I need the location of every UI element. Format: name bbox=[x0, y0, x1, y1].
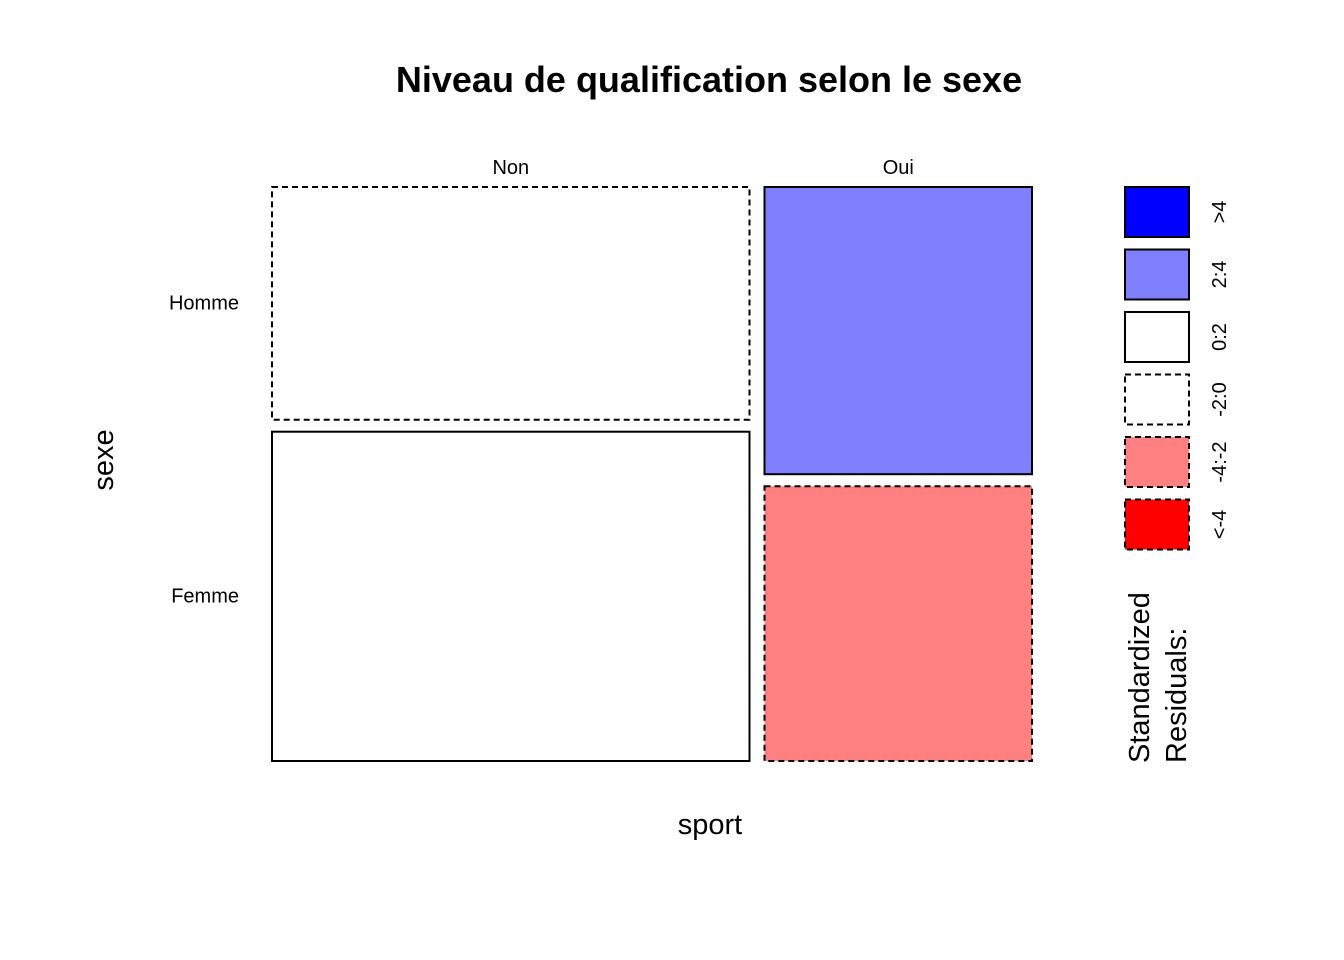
legend-swatches: >4 2:4 0:2 -2:0 -4:-2 <-4 bbox=[1124, 186, 1231, 551]
legend-swatch-neg2-0 bbox=[1124, 373, 1190, 426]
mosaic-cell-non-homme bbox=[271, 186, 751, 421]
row-label-homme: Homme bbox=[169, 292, 239, 314]
legend: >4 2:4 0:2 -2:0 -4:-2 <-4 Standardized Residu… bbox=[1124, 186, 1231, 763]
column-labels: Non Oui bbox=[492, 157, 913, 179]
legend-label-0-2: 0:2 bbox=[1209, 323, 1231, 351]
legend-label-ltneg4: <-4 bbox=[1209, 510, 1231, 539]
legend-swatch-ltneg4 bbox=[1124, 498, 1190, 551]
y-axis-label: sexe bbox=[88, 429, 120, 490]
legend-title-line-2: Residuals: bbox=[1161, 628, 1193, 763]
mosaic-cells bbox=[271, 186, 1033, 762]
legend-swatch-neg4-neg2 bbox=[1124, 436, 1190, 488]
mosaic-cell-non-femme bbox=[271, 430, 751, 762]
chart-title: Niveau de qualification selon le sexe bbox=[396, 59, 1022, 100]
legend-swatch-0-2 bbox=[1124, 311, 1190, 363]
legend-label-2-4: 2:4 bbox=[1209, 261, 1231, 289]
mosaic-cell-oui-femme bbox=[763, 485, 1033, 762]
column-label-oui: Oui bbox=[883, 157, 914, 179]
legend-label-neg2-0: -2:0 bbox=[1209, 382, 1231, 416]
legend-label-neg4-neg2: -4:-2 bbox=[1209, 441, 1231, 482]
legend-swatch-2-4 bbox=[1124, 248, 1190, 301]
mosaic-cell-oui-homme bbox=[763, 186, 1033, 476]
row-label-femme: Femme bbox=[171, 585, 239, 607]
legend-swatch-gt4 bbox=[1124, 186, 1190, 238]
legend-title-line-1: Standardized bbox=[1124, 592, 1156, 763]
legend-label-gt4: >4 bbox=[1209, 201, 1231, 224]
column-label-non: Non bbox=[492, 157, 529, 179]
row-labels: Homme Femme bbox=[169, 292, 239, 607]
x-axis-label: sport bbox=[678, 809, 742, 841]
